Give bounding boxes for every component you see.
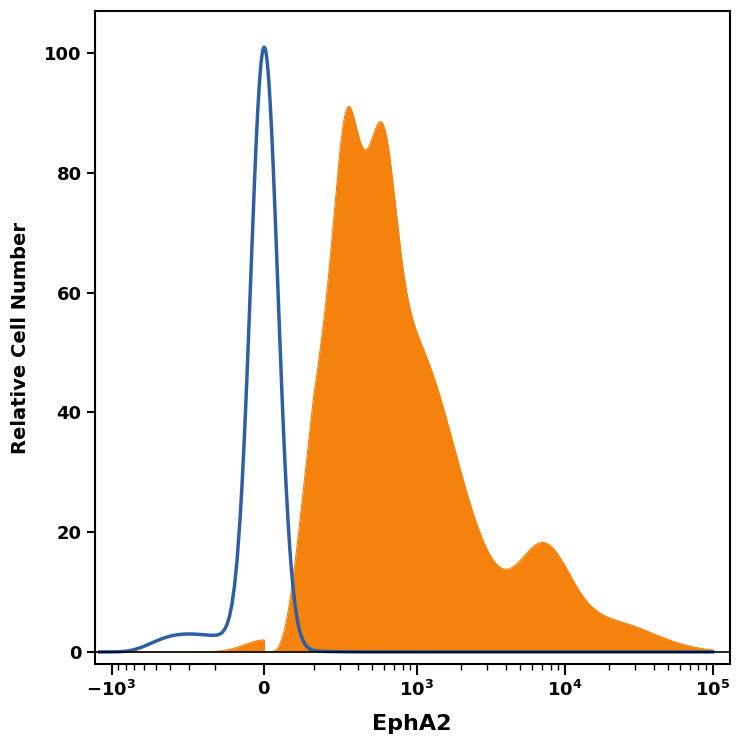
Y-axis label: Relative Cell Number: Relative Cell Number (11, 221, 30, 454)
X-axis label: EphA2: EphA2 (372, 714, 452, 734)
